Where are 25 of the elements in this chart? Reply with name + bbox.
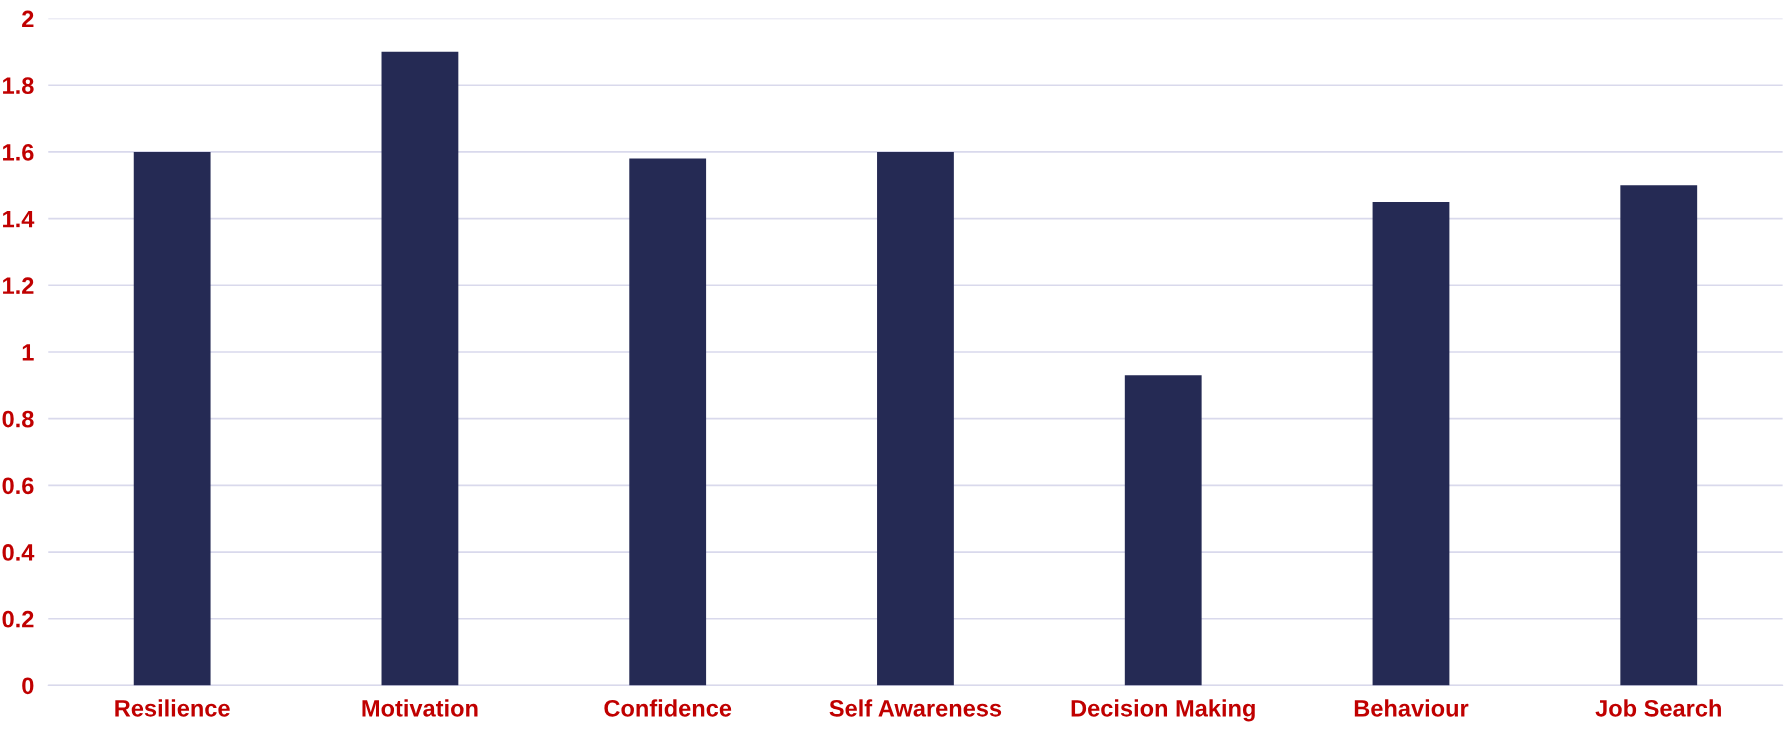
x-tick-label: Confidence [604, 699, 732, 717]
x-tick-label: Self Awareness [829, 699, 1002, 717]
bar [1620, 185, 1698, 686]
y-tick-label: 1.8 [3, 77, 34, 94]
y-tick-label: 1.6 [3, 143, 34, 161]
bar [1372, 201, 1450, 686]
x-tick-label: Decision Making [1071, 699, 1255, 722]
y-tick-label: 1.2 [3, 277, 34, 294]
y-tick-label: 0.4 [2, 544, 35, 561]
bar [381, 51, 459, 686]
y-tick-label: 1 [22, 344, 34, 361]
y-tick-label: 0.2 [2, 610, 34, 628]
bar [877, 151, 954, 686]
bar [133, 151, 211, 686]
x-tick-label: Resilience [115, 699, 230, 717]
y-tick-label: 0.8 [2, 410, 34, 428]
x-tick-label: Motivation [362, 699, 478, 717]
bar [1124, 375, 1202, 686]
y-tick-label: 0.6 [2, 477, 34, 495]
x-tick-label: Job Search [1595, 699, 1721, 717]
y-tick-label: 0 [22, 677, 34, 695]
y-tick-label: 1.4 [3, 210, 35, 228]
y-tick-label: 2 [22, 10, 34, 28]
x-tick-label: Behaviour [1354, 699, 1469, 717]
bar [629, 158, 707, 686]
